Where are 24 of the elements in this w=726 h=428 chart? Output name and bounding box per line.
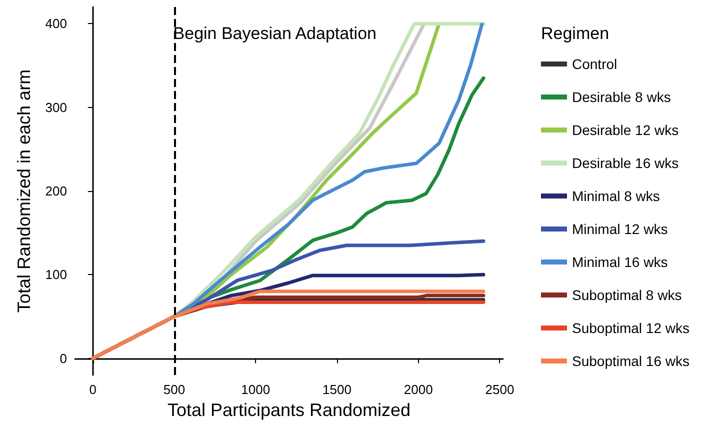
y-tick-label: 200 — [45, 184, 67, 198]
x-tick-label: 2000 — [404, 382, 433, 397]
x-tick-label: 500 — [163, 382, 186, 397]
x-tick-label: 2500 — [485, 382, 514, 397]
y-axis-title: Total Randomized in each arm — [14, 69, 34, 313]
legend-label: Suboptimal 8 wks — [572, 287, 682, 303]
legend-label: Desirable 8 wks — [572, 89, 671, 105]
y-tick-label: 300 — [45, 100, 67, 115]
y-tick-label: 0 — [60, 350, 67, 366]
legend-label: Minimal 8 wks — [572, 188, 660, 204]
x-tick-label: 0 — [89, 382, 97, 397]
legend-label: Desirable 16 wks — [572, 155, 679, 171]
y-tick-label: 400 — [45, 16, 67, 32]
x-tick-label: 1000 — [241, 382, 270, 397]
legend-title: Regimen — [541, 24, 610, 43]
x-axis-title: Total Participants Randomized — [167, 400, 411, 420]
legend-label: Minimal 16 wks — [572, 254, 668, 270]
x-tick-label: 1500 — [322, 382, 352, 397]
legend-label: Desirable 12 wks — [572, 122, 679, 138]
legend-label: Suboptimal 12 wks — [572, 320, 690, 336]
legend-label: Minimal 12 wks — [572, 221, 668, 237]
legend-label: Suboptimal 16 wks — [572, 353, 690, 369]
y-tick-label: 100 — [45, 267, 67, 282]
legend-label: Control — [572, 56, 618, 72]
